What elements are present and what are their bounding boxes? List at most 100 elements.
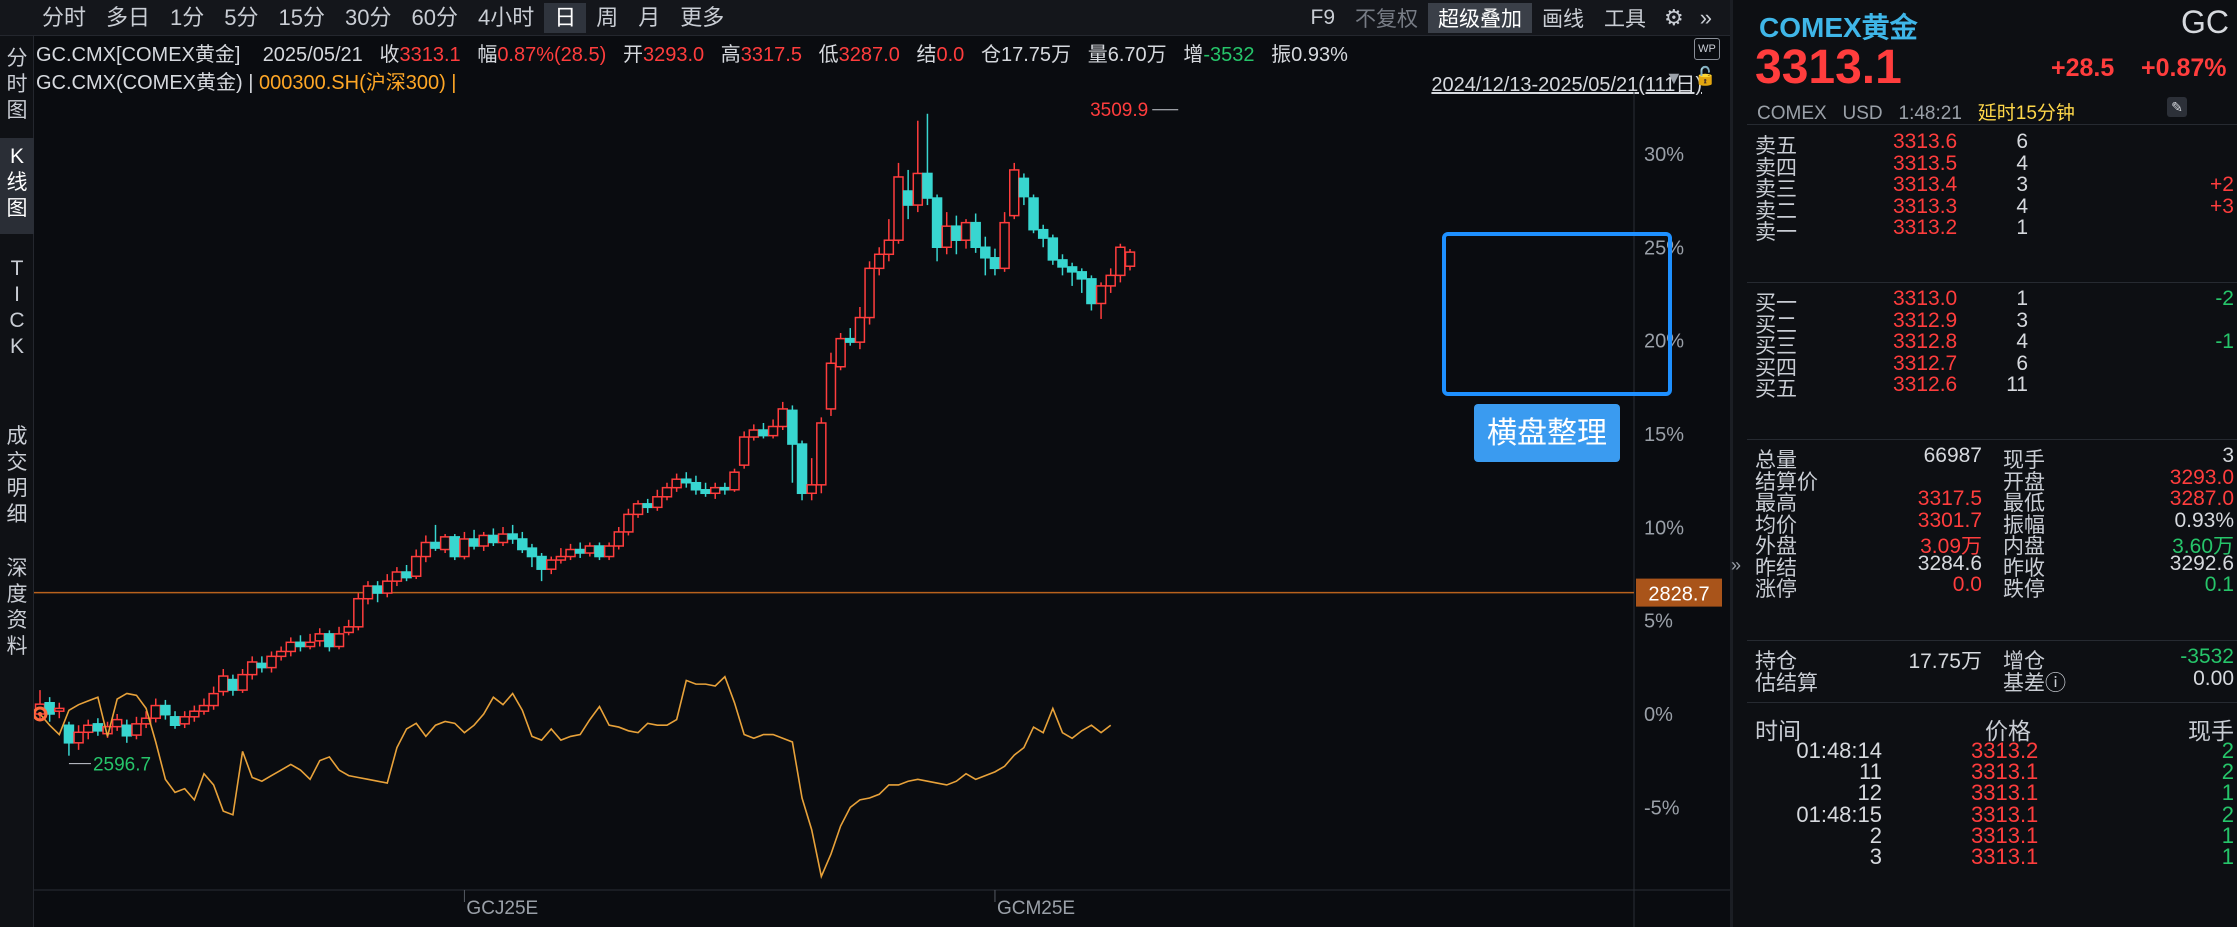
- stat-value: 3317.5: [1917, 487, 1982, 510]
- period-tab-6[interactable]: 60分: [411, 4, 458, 30]
- bid-row[interactable]: 买五 3312.6 11: [1733, 373, 2237, 404]
- tick-row[interactable]: 01:48:14 3313.2 2: [1733, 738, 2237, 769]
- tick-row[interactable]: 11 3313.1 2: [1733, 759, 2237, 790]
- candle: [989, 248, 1001, 276]
- candle: [1057, 254, 1068, 276]
- y-tick-label: 5%: [1644, 611, 1673, 633]
- pencil-icon[interactable]: ✎: [2167, 97, 2187, 117]
- divider: [1747, 702, 2237, 703]
- tab-tick[interactable]: TICK: [9, 257, 25, 358]
- candle-body: [140, 717, 152, 725]
- lock-icon[interactable]: 🔓: [1694, 66, 1717, 86]
- tools-button[interactable]: 工具: [1604, 8, 1647, 31]
- candle: [854, 306, 866, 350]
- oi-value: 17.75万: [1000, 44, 1072, 66]
- candle: [970, 213, 981, 253]
- candle-body: [565, 548, 576, 558]
- candle-body: [420, 541, 432, 558]
- date-range-selector[interactable]: 2024/12/13-2025/05/21(111日): [1431, 68, 1702, 97]
- stat-value: 3.09万: [1920, 535, 1982, 558]
- oi-label: 仓: [980, 44, 1001, 66]
- candle-body: [266, 655, 277, 669]
- period-tab-4[interactable]: 15分: [278, 4, 326, 30]
- wp-icon[interactable]: WP: [1694, 38, 1720, 60]
- bid-qty: 11: [2006, 373, 2028, 396]
- tick-row[interactable]: 2 3313.1 1: [1733, 823, 2237, 854]
- bid-row[interactable]: 买四 3312.7 6: [1733, 352, 2237, 383]
- candle: [574, 542, 586, 558]
- tick-row[interactable]: 01:48:15 3313.1 2: [1733, 802, 2237, 833]
- bid-row[interactable]: 买二 3312.9 3: [1733, 309, 2237, 340]
- tab-depth-info[interactable]: 深度资料: [6, 557, 28, 658]
- candle-body: [700, 489, 711, 495]
- tick-qty: 2: [2221, 759, 2234, 785]
- draw-line-button[interactable]: 画线: [1542, 8, 1585, 31]
- annotations-group: 3509.9 2596.7: [68, 100, 1179, 776]
- candle: [256, 656, 268, 673]
- ask-row[interactable]: 卖三 3313.4 3 +2: [1733, 173, 2237, 204]
- ask-row[interactable]: 卖四 3313.5 4: [1733, 152, 2237, 183]
- double-chevron-right-icon[interactable]: »: [1699, 5, 1712, 30]
- tick-price: 3313.2: [1971, 738, 2039, 763]
- compare-series-legend[interactable]: 000300.SH(沪深300) |: [258, 72, 457, 94]
- candle-body: [401, 571, 412, 579]
- period-tab-11[interactable]: 更多: [680, 4, 725, 30]
- candle-body: [1028, 197, 1039, 231]
- super-overlay-button[interactable]: 超级叠加: [1428, 3, 1533, 33]
- tick-time: 11: [1859, 759, 1882, 785]
- candle-body: [767, 425, 779, 437]
- candle-body: [1047, 237, 1059, 261]
- candle: [584, 542, 596, 557]
- stat-value: 0.93%: [2174, 508, 2234, 532]
- candle-body: [661, 486, 673, 498]
- panel-collapse-icon[interactable]: »: [1731, 555, 1742, 575]
- candle-body: [574, 548, 586, 554]
- kline-chart[interactable]: 2828.7 3509.9 2596.7 30% 25% 20% 15% 10% 5% 0% -…: [34, 92, 1730, 927]
- ask-qty: 6: [2016, 130, 2028, 153]
- period-tab-9[interactable]: 周: [596, 4, 619, 30]
- tick-row[interactable]: 12 3313.1 1: [1733, 780, 2237, 811]
- bid-row[interactable]: 买三 3312.8 4 -1: [1733, 330, 2237, 361]
- candle-body: [1008, 169, 1020, 217]
- ask-label: 卖五: [1755, 135, 1797, 158]
- candle: [960, 219, 972, 249]
- candle-body: [468, 538, 480, 547]
- period-tab-0[interactable]: 分时: [42, 4, 87, 30]
- candle-body: [1066, 266, 1078, 273]
- tick-row[interactable]: 3 3313.1 1: [1733, 844, 2237, 875]
- candle-body: [729, 471, 740, 491]
- no-adjust-button[interactable]: 不复权: [1355, 8, 1419, 31]
- period-tabs: 分时 多日 1分 5分 15分 30分 60分 4小时日周月更多: [0, 2, 734, 33]
- tab-kline[interactable]: K线图: [0, 138, 34, 234]
- candle-body: [816, 422, 827, 486]
- gear-icon[interactable]: ⚙: [1664, 5, 1684, 30]
- candle-body: [777, 408, 788, 428]
- range-dropdown-icon[interactable]: ▼: [1665, 68, 1683, 88]
- period-tab-8[interactable]: 日: [544, 2, 587, 33]
- amplitude-label: 振: [1271, 44, 1292, 66]
- period-tab-1[interactable]: 多日: [106, 4, 151, 30]
- ask-row[interactable]: 卖二 3313.3 4 +3: [1733, 195, 2237, 226]
- tab-trade-detail[interactable]: 成交明细: [6, 425, 28, 526]
- tick-qty: 1: [2221, 844, 2234, 869]
- candle-body: [54, 707, 65, 712]
- ask-row[interactable]: 卖一 3313.2 1: [1733, 216, 2237, 247]
- period-tab-3[interactable]: 5分: [224, 4, 259, 30]
- period-tab-7[interactable]: 4小时: [477, 4, 535, 30]
- reference-line-group: 2828.7: [34, 578, 1722, 607]
- bid-row[interactable]: 买一 3313.0 1 -2: [1733, 287, 2237, 318]
- period-tab-10[interactable]: 月: [638, 4, 661, 30]
- candle: [488, 528, 499, 546]
- open-value: 3293.0: [642, 44, 705, 66]
- f9-button[interactable]: F9: [1310, 6, 1336, 29]
- period-tab-5[interactable]: 30分: [345, 4, 392, 30]
- period-tab-2[interactable]: 1分: [170, 4, 205, 30]
- candle: [459, 531, 470, 560]
- stat-label: 基差ⓘ: [2003, 671, 2066, 695]
- candle: [285, 637, 297, 657]
- ask-change: +3: [2210, 194, 2234, 218]
- ask-row[interactable]: 卖五 3313.6 6: [1733, 130, 2237, 161]
- y-tick-label: 15%: [1644, 424, 1684, 446]
- tab-timeshare[interactable]: 分时图: [6, 47, 28, 122]
- bid-label: 买五: [1755, 378, 1797, 401]
